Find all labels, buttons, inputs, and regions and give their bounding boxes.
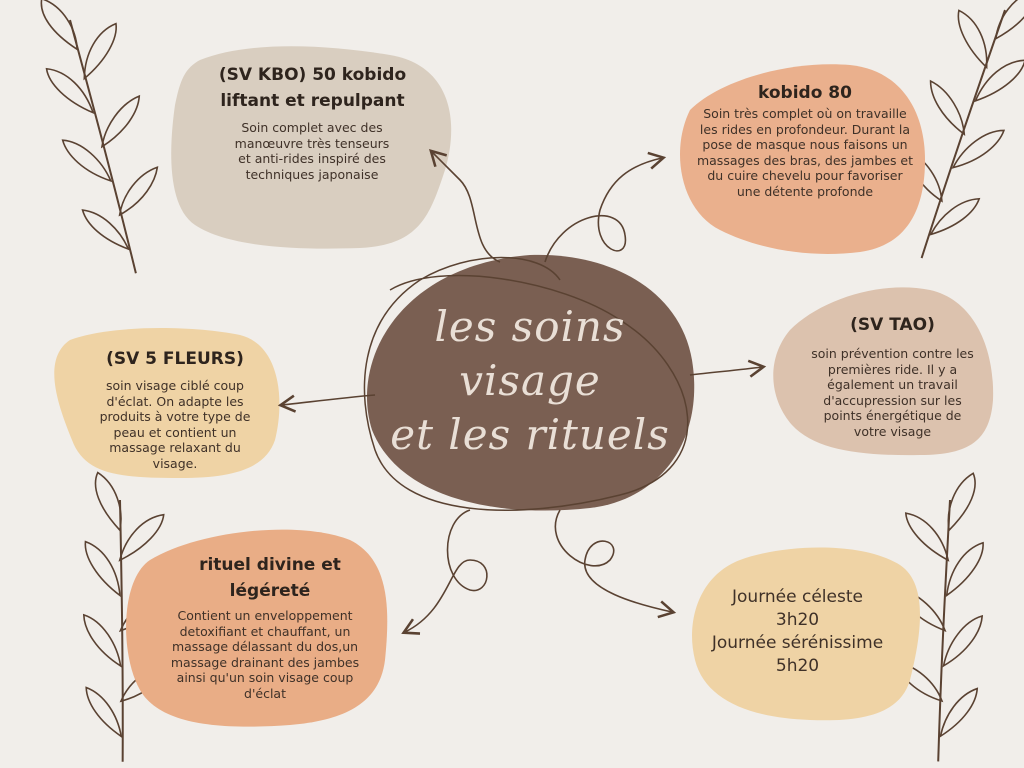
blob-tao xyxy=(773,287,994,456)
node-journee-line3: Journée sérénissime xyxy=(711,633,884,653)
node-tao-desc: soin prévention contre les premières rid… xyxy=(811,346,974,439)
node-journee-line1: Journée céleste xyxy=(732,587,863,607)
node-tao-title: (SV TAO) xyxy=(850,315,935,335)
node-rituel-desc: Contient un enveloppement detoxifiant et… xyxy=(170,608,360,701)
node-rituel: rituel divine et légéreté Contient un en… xyxy=(150,552,390,701)
node-fleurs-title: (SV 5 FLEURS) xyxy=(106,349,244,369)
node-journee-line4: 5h20 xyxy=(775,656,820,676)
arrow-to-kbo xyxy=(429,149,501,263)
node-journee: Journée céleste 3h20 Journée sérénissime… xyxy=(690,586,905,678)
blob-kobido80 xyxy=(680,64,925,254)
blob-journee xyxy=(692,547,920,721)
node-kbo-title: (SV KBO) 50 kobido liftant et repulpant xyxy=(218,65,407,111)
leaf-branch-top-left-icon xyxy=(35,0,173,283)
sketch-loop xyxy=(363,256,689,511)
node-kobido80-title: kobido 80 xyxy=(758,83,852,103)
center-title-line2: visage xyxy=(459,356,601,405)
node-kobido80: kobido 80 Soin très complet où on travai… xyxy=(690,80,920,199)
node-fleurs: (SV 5 FLEURS) soin visage ciblé coup d'é… xyxy=(75,346,275,471)
node-tao: (SV TAO) soin prévention contre les prem… xyxy=(800,312,985,439)
node-rituel-title: rituel divine et légéreté xyxy=(199,555,341,601)
arrow-to-kobido80 xyxy=(544,151,667,263)
node-kbo: (SV KBO) 50 kobido liftant et repulpant … xyxy=(205,62,420,182)
blob-rituel xyxy=(126,529,388,727)
arrow-to-tao xyxy=(689,359,767,378)
arrow-to-journee xyxy=(554,509,677,619)
blob-kbo xyxy=(171,46,452,249)
node-journee-line2: 3h20 xyxy=(775,610,820,630)
blob-fleurs xyxy=(54,328,280,478)
node-kbo-desc: Soin complet avec des manœuvre très tens… xyxy=(234,120,390,182)
node-kobido80-desc: Soin très complet où on travaille les ri… xyxy=(696,106,914,199)
center-blob xyxy=(366,254,695,511)
center-title-line1: les soins xyxy=(434,302,626,351)
center-title: les soins visage et les rituels xyxy=(385,300,675,462)
arrow-to-fleurs xyxy=(277,394,376,413)
arrow-to-rituel xyxy=(401,509,488,635)
node-fleurs-desc: soin visage ciblé coup d'éclat. On adapt… xyxy=(99,378,251,471)
center-title-line3: et les rituels xyxy=(390,410,670,459)
